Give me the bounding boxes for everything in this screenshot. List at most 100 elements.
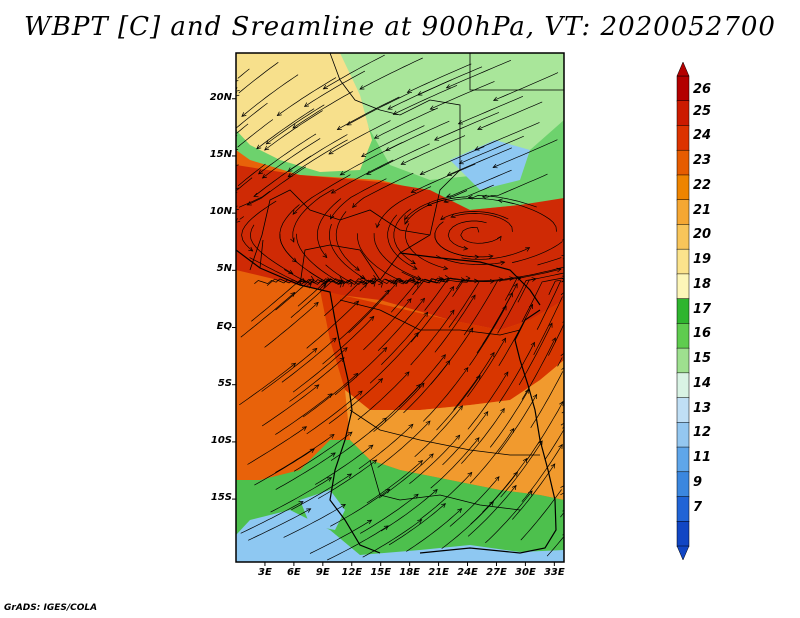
colorbar-label: 26 [693,82,712,97]
streamline-arrow [449,309,455,315]
streamline-arrow [276,111,282,117]
streamline [264,302,319,348]
streamline [385,120,450,152]
streamline [420,146,485,175]
streamline [548,279,561,295]
colorbar-swatch [676,125,690,151]
streamline [381,312,428,365]
streamline-arrow [560,422,564,426]
streamline-arrow [425,420,431,426]
streamline [447,220,487,250]
streamline [318,459,377,499]
streamline-arrow [500,407,505,414]
streamline-arrow [414,332,419,338]
streamline-arrow [339,357,345,363]
streamline-arrow [309,448,315,453]
streamline-arrow [467,471,473,477]
streamline [504,266,564,280]
streamline-arrow [306,508,312,513]
streamline-arrow [359,85,365,90]
streamline [306,300,359,349]
streamline [440,211,509,220]
streamline [261,384,320,427]
streamline-arrow [432,488,438,494]
streamline [290,279,345,318]
streamline [537,257,562,266]
streamline [560,512,564,518]
streamline-arrow [408,423,414,429]
colorbar-swatch [676,174,690,201]
streamline-arrow [373,134,380,139]
axis-ticks [232,98,555,566]
colorbar-label: 21 [693,202,712,218]
streamline [544,430,564,460]
streamline [463,278,504,336]
streamline-arrow [560,292,564,296]
streamline [393,208,416,264]
streamline-arrow [354,266,360,271]
streamline [455,277,522,290]
streamline-arrow [551,337,556,343]
streamline [427,184,494,206]
streamline-arrow [503,371,509,377]
wbpt-field [236,53,564,562]
streamline [376,186,432,228]
streamline [323,54,385,90]
sahara-yellow-region [236,53,372,172]
streamline [239,362,296,406]
streamline-arrow [458,159,464,165]
streamline [240,501,304,534]
streamline-arrow [298,501,304,506]
streamline-arrow [412,265,418,270]
streamline-arrow [417,519,423,524]
streamline [291,473,352,511]
streamline-arrow [371,274,377,280]
streamline [525,401,564,462]
streamline-arrow [400,160,406,165]
streamline-arrow [322,253,328,259]
streamline [374,107,438,139]
streamline-arrow [342,347,348,352]
streamline [493,72,559,101]
streamline [434,294,476,353]
streamline-arrow [440,215,446,221]
streamline-arrow [360,274,366,280]
streamline-arrow [357,390,363,396]
streamline [247,166,306,206]
streamline [467,485,517,537]
streamline-arrow [383,525,389,530]
streamline [262,138,321,179]
streamline [361,125,425,157]
streamline-arrow [406,88,412,93]
streamline [240,292,295,338]
streamline [237,68,250,79]
streamline [461,408,505,464]
streamline [366,460,423,504]
streamline-arrow [463,246,469,251]
streamline-arrow [340,504,346,509]
streamline-arrow [525,247,531,252]
streamline [446,169,512,197]
streamline-arrow [548,322,553,328]
chart-title: WBPT [C] and Sreamline at 900hPa, VT: 20… [24,12,776,42]
streamline [517,272,564,303]
streamline [500,440,543,498]
ocean-orange-region [236,270,350,480]
streamline [241,200,277,252]
streamline [335,211,360,271]
streamline [467,338,506,398]
streamline-arrow [369,315,375,321]
streamline-arrow [497,198,503,204]
streamline [248,508,311,541]
streamline-arrow [309,275,315,281]
streamline-arrow [378,282,384,288]
lat-label: EQ [216,320,232,332]
streamline [373,233,422,280]
streamline-arrow [443,265,449,271]
streamline-arrow [490,351,495,358]
streamline-arrow [347,431,353,437]
streamline-arrow [410,259,416,265]
streamline-arrow [433,136,440,141]
streamline [315,444,374,485]
